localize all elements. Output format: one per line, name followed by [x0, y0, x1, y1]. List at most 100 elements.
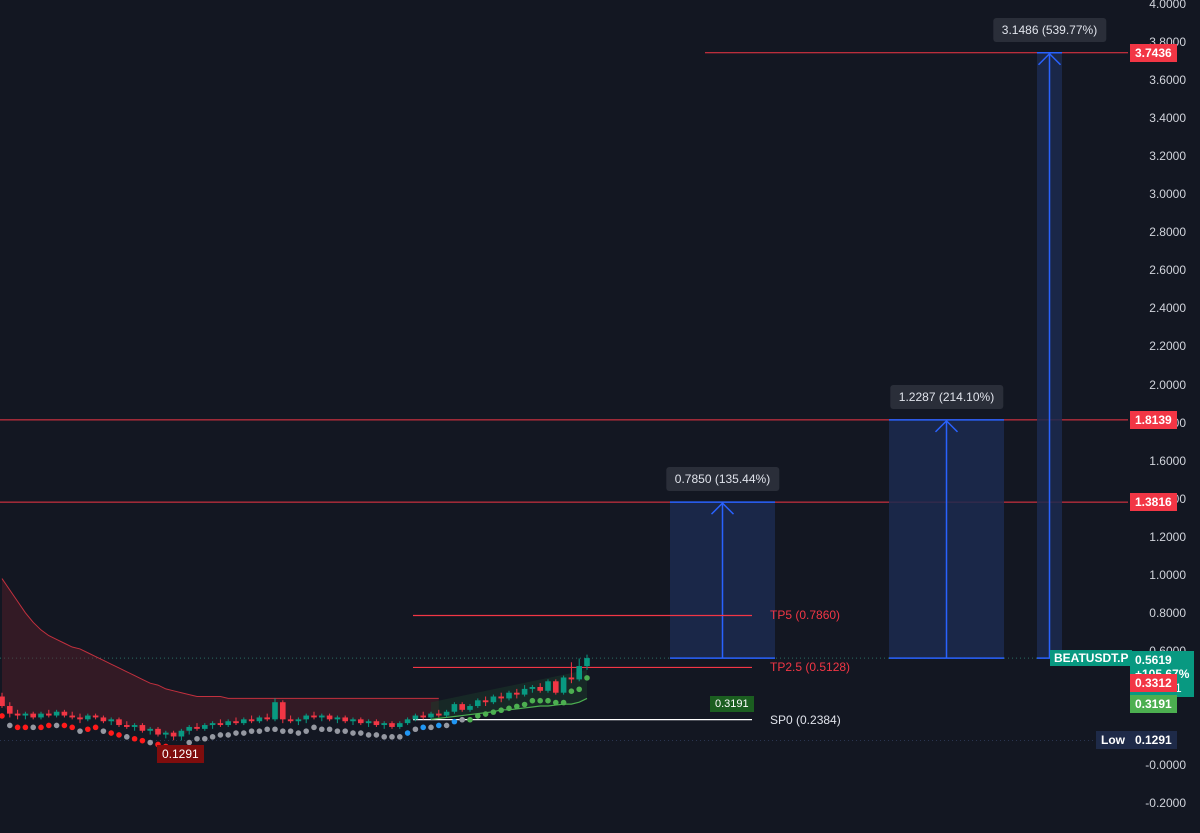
candle-body	[92, 715, 99, 718]
candle-body	[209, 723, 216, 726]
candle-body	[545, 681, 551, 691]
candle-body	[381, 723, 387, 726]
signal-dot	[14, 724, 21, 731]
signal-dot	[459, 716, 466, 723]
red-price-tag: 0.3312	[1130, 674, 1177, 693]
signal-dot	[69, 724, 75, 731]
signal-dot	[443, 722, 450, 729]
signal-dot	[389, 734, 395, 740]
signal-dot	[342, 728, 349, 734]
candle-body	[61, 711, 68, 716]
candle-body	[365, 721, 372, 724]
projection-tooltip-1: 0.7850 (135.44%)	[665, 467, 780, 492]
tp25-label: TP2.5 (0.5128)	[770, 660, 851, 675]
signal-dot	[584, 675, 590, 681]
candle-body	[420, 715, 426, 718]
candle-body	[14, 713, 21, 716]
candle-body	[30, 713, 36, 718]
y-tick-label: 2.4000	[1149, 301, 1186, 316]
candle-body	[475, 700, 481, 707]
candle-body	[241, 719, 247, 724]
candle-body	[537, 686, 543, 691]
candle-body	[116, 719, 122, 726]
candle-body	[46, 713, 52, 716]
signal-dot	[381, 734, 388, 740]
candle-body	[217, 723, 224, 726]
signal-dot	[295, 730, 302, 736]
signal-dot	[350, 730, 356, 736]
signal-dot	[576, 686, 582, 693]
candle-body	[147, 728, 153, 731]
candle-body	[163, 732, 169, 735]
signal-dot	[233, 730, 239, 736]
candle-body	[85, 715, 91, 720]
candle-body	[521, 688, 528, 695]
candle-body	[311, 715, 317, 718]
signal-dot	[147, 739, 153, 746]
candle-body	[7, 706, 13, 714]
candle-body	[506, 692, 512, 699]
candle-body	[170, 732, 177, 737]
signal-dot	[482, 711, 489, 717]
signal-dot	[498, 707, 505, 714]
signal-dot	[77, 728, 83, 734]
y-tick-label: 0.8000	[1149, 605, 1186, 620]
candle-body	[350, 719, 356, 722]
signal-dot	[131, 735, 138, 742]
candle-body	[0, 696, 5, 707]
signal-dot	[61, 722, 68, 729]
candle-body	[124, 725, 130, 727]
y-tick-label: 2.6000	[1149, 263, 1186, 278]
candle-body	[404, 719, 411, 724]
signal-dot	[553, 699, 559, 706]
candle-body	[131, 725, 138, 727]
candle-body	[155, 728, 161, 735]
signal-dot	[404, 730, 411, 736]
signal-dot	[451, 718, 458, 725]
signal-dot	[506, 705, 512, 712]
signal-dot	[264, 726, 271, 733]
candle-body	[225, 721, 231, 726]
signal-dot	[365, 732, 372, 738]
signal-dot	[256, 728, 263, 734]
signal-dot	[248, 728, 255, 734]
signal-dot	[7, 722, 13, 729]
candle-body	[202, 725, 208, 729]
signal-dot	[38, 724, 44, 731]
signal-dot	[545, 697, 551, 704]
green-price-tag: 0.3191	[1130, 695, 1177, 714]
low-label-tag: Low	[1096, 731, 1130, 750]
y-tick-label: 3.2000	[1149, 149, 1186, 164]
signal-dot	[241, 730, 247, 736]
candle-body	[264, 717, 270, 720]
signal-dot	[202, 735, 208, 742]
candle-body	[436, 713, 442, 716]
symbol-name-tag: BEATUSDT.P	[1050, 650, 1133, 667]
signal-dot	[467, 716, 473, 723]
candle-body	[584, 658, 590, 667]
candle-body	[490, 696, 497, 703]
candle-body	[178, 730, 185, 737]
candle-body	[467, 706, 473, 710]
signal-dot	[311, 724, 317, 731]
signal-dot	[560, 699, 567, 706]
signal-dot	[100, 728, 107, 734]
projection-arrow-head	[710, 502, 735, 515]
signal-dot	[475, 713, 481, 719]
y-tick-label: 1.0000	[1149, 567, 1186, 582]
level-tag-1-8139: 1.8139	[1130, 410, 1177, 429]
candle-body	[233, 721, 239, 724]
signal-dot	[537, 697, 543, 704]
projection-arrow-head	[1037, 52, 1062, 66]
candle-body	[529, 686, 536, 689]
signal-dot	[358, 730, 364, 736]
signal-dot	[272, 726, 278, 733]
candle-body	[194, 726, 200, 729]
candle-body	[498, 696, 504, 699]
candle-body	[412, 715, 419, 720]
signal-dot	[436, 722, 442, 729]
candle-body	[443, 711, 450, 716]
level-tag-1-3816: 1.3816	[1130, 493, 1177, 512]
low-value-tag: 0.1291	[1130, 731, 1177, 750]
